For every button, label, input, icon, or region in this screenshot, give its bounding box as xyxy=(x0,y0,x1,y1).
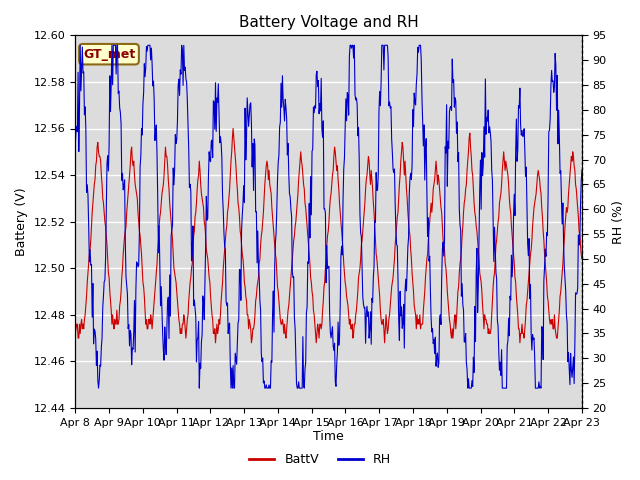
BattV xyxy=(406,233,414,239)
BattV xyxy=(578,256,586,262)
X-axis label: Time: Time xyxy=(313,431,344,444)
BattV xyxy=(211,326,219,332)
RH xyxy=(406,176,414,181)
RH xyxy=(578,167,586,173)
BattV xyxy=(81,317,88,323)
RH xyxy=(72,142,79,147)
Legend: BattV, RH: BattV, RH xyxy=(244,448,396,471)
BattV xyxy=(184,312,192,318)
RH xyxy=(212,129,220,134)
Y-axis label: Battery (V): Battery (V) xyxy=(15,187,28,256)
Y-axis label: RH (%): RH (%) xyxy=(612,200,625,244)
Line: BattV: BattV xyxy=(76,129,582,343)
RH xyxy=(81,104,89,110)
Title: Battery Voltage and RH: Battery Voltage and RH xyxy=(239,15,419,30)
Line: RH: RH xyxy=(76,45,582,388)
Text: GT_met: GT_met xyxy=(83,48,135,60)
RH xyxy=(95,385,102,391)
BattV xyxy=(229,126,237,132)
BattV xyxy=(212,340,220,346)
RH xyxy=(134,264,142,270)
BattV xyxy=(132,191,140,197)
RH xyxy=(186,185,193,191)
RH xyxy=(391,201,399,207)
BattV xyxy=(391,242,399,248)
RH xyxy=(76,42,84,48)
BattV xyxy=(72,331,79,336)
